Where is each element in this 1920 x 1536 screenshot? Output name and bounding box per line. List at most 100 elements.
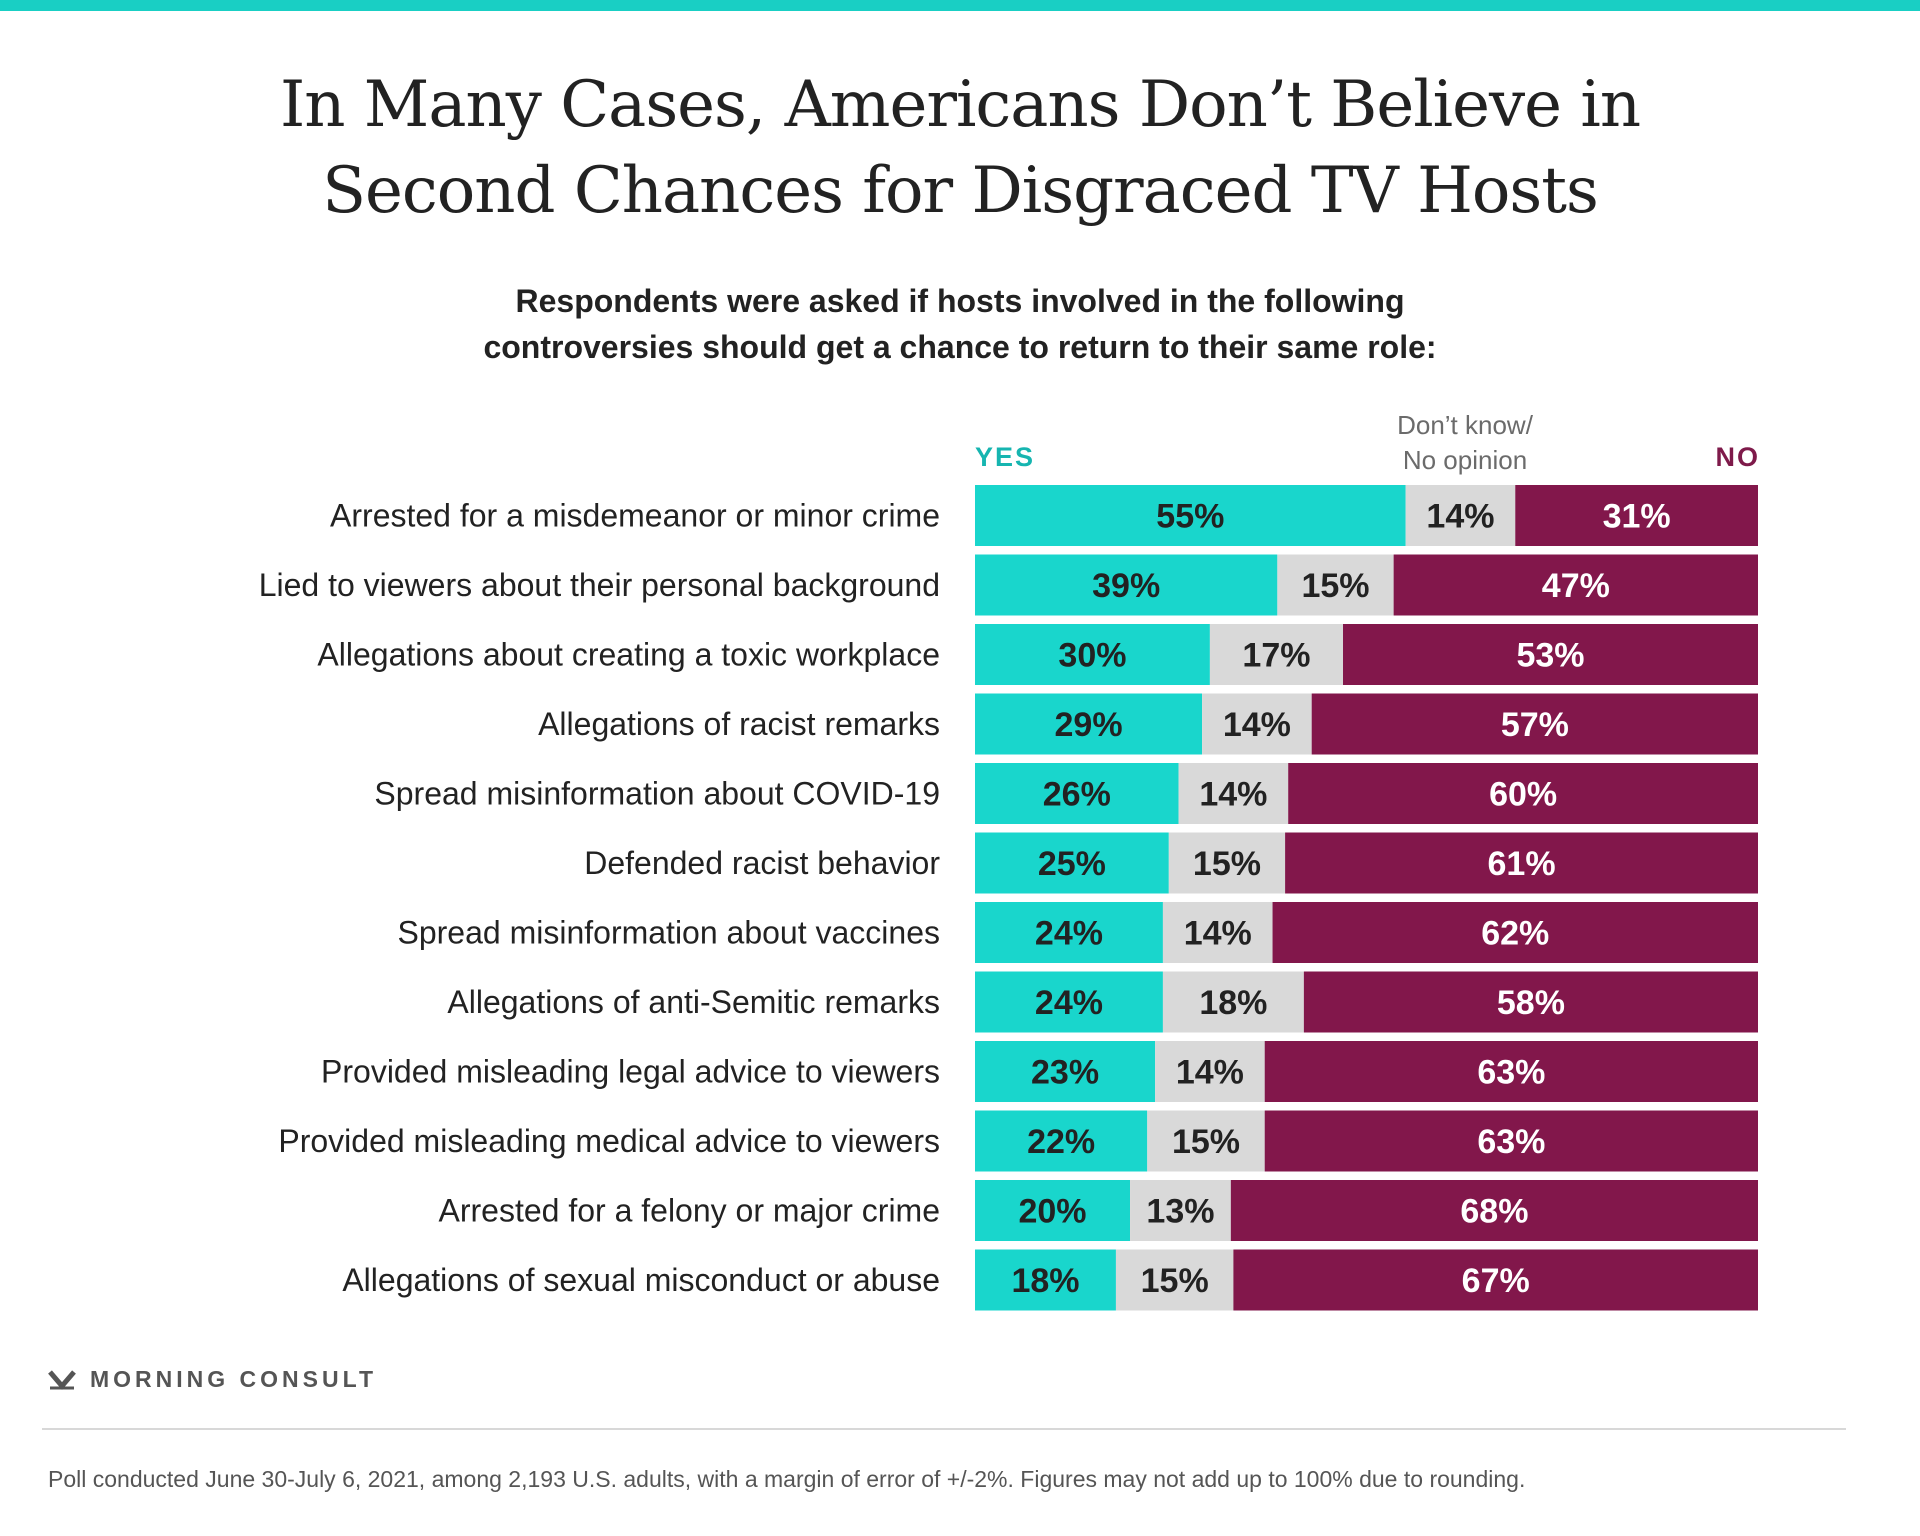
bar-segment-yes xyxy=(975,485,1406,546)
category-label: Provided misleading legal advice to view… xyxy=(321,1054,940,1090)
bar-segment-no xyxy=(1515,485,1758,546)
bar-segment-no xyxy=(1303,971,1758,1033)
data-label-no: 53% xyxy=(1516,637,1584,675)
data-label-no: 58% xyxy=(1497,984,1565,1022)
bar-segment-no xyxy=(1343,624,1758,685)
morning-consult-logo-icon xyxy=(48,1369,76,1390)
bar-segment-yes xyxy=(975,624,1210,685)
top-accent-bar xyxy=(0,0,1920,11)
bar-segment-dont-know xyxy=(1162,971,1304,1033)
bar-segment-dont-know xyxy=(1178,763,1289,824)
category-label: Defended racist behavior xyxy=(584,845,940,881)
bar-segment-no xyxy=(1264,1110,1758,1172)
category-label: Allegations of anti-Semitic remarks xyxy=(447,984,940,1020)
logo-text: MORNING CONSULT xyxy=(90,1366,378,1392)
legend-dont-know-line-2: No opinion xyxy=(1402,445,1528,475)
legend-no: NO xyxy=(1715,442,1760,472)
data-label-dont-know: 15% xyxy=(1172,1123,1240,1161)
data-label-dont-know: 14% xyxy=(1426,498,1494,536)
bar-segment-dont-know xyxy=(1130,1180,1231,1241)
legend-dont-know: Don’t know/ No opinion xyxy=(1345,408,1585,478)
data-label-dont-know: 15% xyxy=(1193,845,1261,883)
category-label: Allegations of sexual misconduct or abus… xyxy=(342,1262,940,1298)
data-label-yes: 24% xyxy=(1035,984,1103,1022)
category-label: Allegations about creating a toxic workp… xyxy=(317,637,940,673)
morning-consult-logo: MORNING CONSULT xyxy=(48,1366,377,1393)
chart-subtitle: Respondents were asked if hosts involved… xyxy=(0,278,1920,370)
data-label-no: 57% xyxy=(1501,706,1569,744)
bar-segment-no xyxy=(1233,1249,1758,1311)
bar-segment-dont-know xyxy=(1202,693,1312,755)
bar-segment-yes xyxy=(975,693,1203,755)
bar-segment-no xyxy=(1393,554,1758,616)
data-label-dont-know: 14% xyxy=(1184,915,1252,953)
data-label-dont-know: 15% xyxy=(1141,1262,1209,1300)
data-label-no: 68% xyxy=(1460,1193,1528,1231)
legend-yes: YES xyxy=(975,442,1036,472)
bar-segment-dont-know xyxy=(1115,1249,1234,1311)
category-label: Arrested for a felony or major crime xyxy=(439,1193,941,1229)
category-label: Lied to viewers about their personal bac… xyxy=(259,567,940,603)
bar-segment-no xyxy=(1311,693,1758,755)
bar-segment-yes xyxy=(975,763,1179,824)
bar-segment-yes xyxy=(975,832,1169,894)
data-label-no: 31% xyxy=(1603,498,1671,536)
bar-segment-dont-know xyxy=(1155,1041,1265,1102)
chart-title: In Many Cases, Americans Don’t Believe i… xyxy=(0,62,1920,234)
chart-subtitle-line-2: controversies should get a chance to ret… xyxy=(483,329,1437,365)
data-label-yes: 18% xyxy=(1011,1262,1079,1300)
data-label-yes: 23% xyxy=(1031,1054,1099,1092)
data-label-dont-know: 18% xyxy=(1199,984,1267,1022)
chart-title-line-1: In Many Cases, Americans Don’t Believe i… xyxy=(279,68,1641,142)
category-label: Arrested for a misdemeanor or minor crim… xyxy=(330,498,940,534)
data-label-dont-know: 14% xyxy=(1223,706,1291,744)
data-label-no: 61% xyxy=(1488,845,1556,883)
data-label-no: 47% xyxy=(1542,567,1610,605)
data-label-no: 67% xyxy=(1462,1262,1530,1300)
data-label-no: 62% xyxy=(1481,915,1549,953)
footer-divider xyxy=(42,1428,1846,1430)
bar-segment-dont-know xyxy=(1209,624,1344,685)
data-label-yes: 29% xyxy=(1055,706,1123,744)
bar-segment-no xyxy=(1285,832,1758,894)
bar-segment-yes xyxy=(975,1110,1148,1172)
bar-segment-dont-know xyxy=(1162,902,1273,963)
data-label-yes: 30% xyxy=(1058,637,1126,675)
legend-dont-know-line-1: Don’t know/ xyxy=(1397,410,1533,440)
bar-segment-dont-know xyxy=(1147,1110,1265,1172)
bar-segment-no xyxy=(1288,763,1758,824)
data-label-yes: 20% xyxy=(1018,1193,1086,1231)
bar-segment-no xyxy=(1264,1041,1758,1102)
bar-segment-yes xyxy=(975,971,1163,1033)
data-label-yes: 25% xyxy=(1038,845,1106,883)
bar-segment-yes xyxy=(975,554,1278,616)
data-label-yes: 22% xyxy=(1027,1123,1095,1161)
footnote: Poll conducted June 30-July 6, 2021, amo… xyxy=(48,1466,1526,1492)
data-label-no: 60% xyxy=(1489,776,1557,814)
data-label-yes: 39% xyxy=(1092,567,1160,605)
bar-segment-yes xyxy=(975,1041,1156,1102)
data-label-dont-know: 17% xyxy=(1242,637,1310,675)
data-label-dont-know: 15% xyxy=(1301,567,1369,605)
bar-segment-no xyxy=(1230,1180,1758,1241)
chart-title-line-2: Second Chances for Disgraced TV Hosts xyxy=(322,154,1599,228)
category-label: Allegations of racist remarks xyxy=(538,706,940,742)
bar-segment-yes xyxy=(975,902,1163,963)
data-label-yes: 55% xyxy=(1156,498,1224,536)
bar-segment-dont-know xyxy=(1277,554,1394,616)
bar-segment-dont-know xyxy=(1405,485,1516,546)
bar-segment-no xyxy=(1272,902,1758,963)
bar-segment-dont-know xyxy=(1168,832,1286,894)
chart-subtitle-line-1: Respondents were asked if hosts involved… xyxy=(515,283,1405,319)
bar-segment-yes xyxy=(975,1249,1116,1311)
category-label: Spread misinformation about vaccines xyxy=(398,915,941,951)
data-label-dont-know: 14% xyxy=(1176,1054,1244,1092)
category-label: Provided misleading medical advice to vi… xyxy=(278,1123,940,1159)
data-label-yes: 24% xyxy=(1035,915,1103,953)
data-label-yes: 26% xyxy=(1043,776,1111,814)
data-label-dont-know: 14% xyxy=(1199,776,1267,814)
data-label-no: 63% xyxy=(1477,1054,1545,1092)
data-label-no: 63% xyxy=(1477,1123,1545,1161)
category-label: Spread misinformation about COVID-19 xyxy=(374,776,940,812)
